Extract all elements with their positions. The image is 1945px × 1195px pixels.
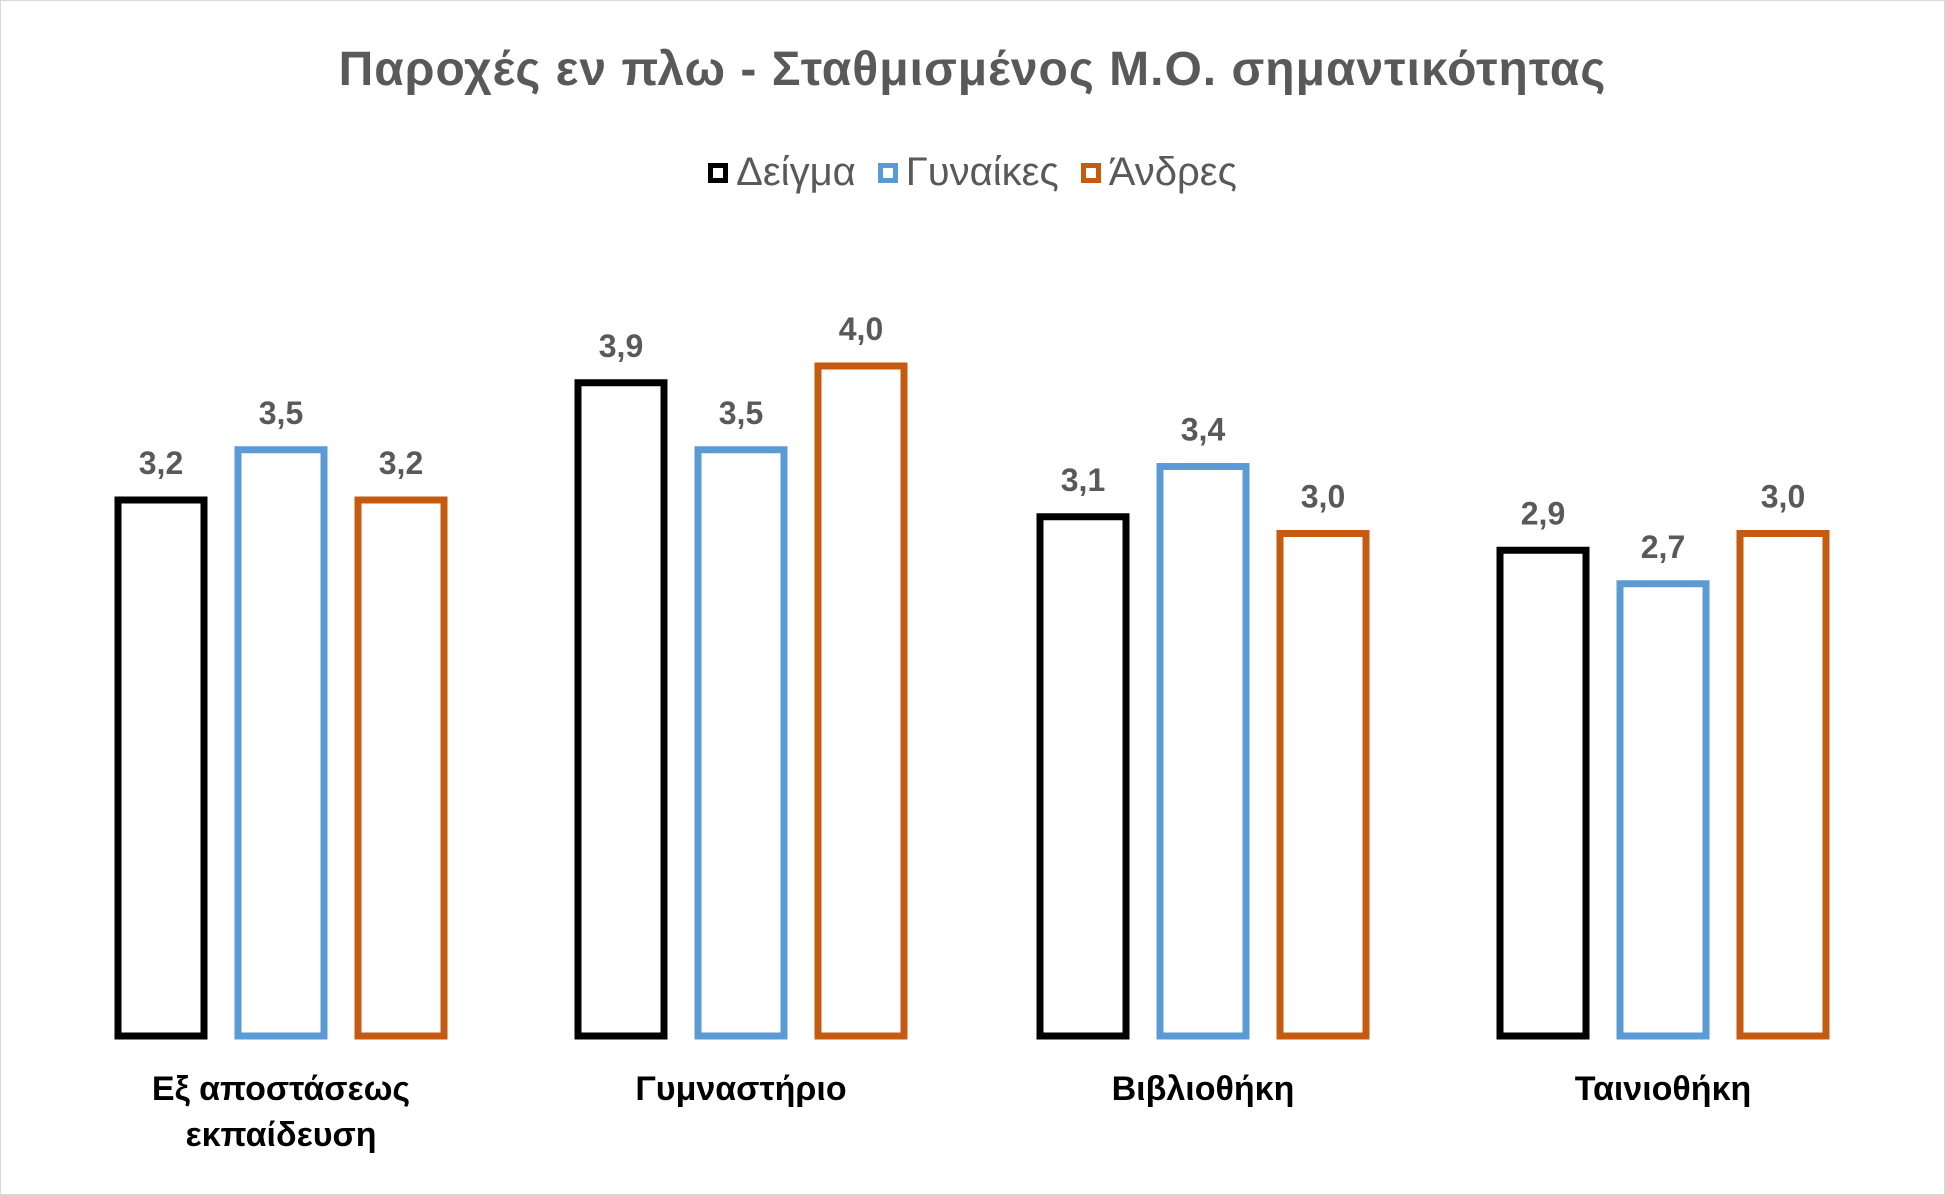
data-label-deigma-vivliothiki: 3,1: [1061, 462, 1105, 498]
data-label-andres-gymnastirio: 4,0: [839, 311, 883, 347]
chart-title: Παροχές εν πλω - Σταθμισμένος Μ.Ο. σημαν…: [338, 43, 1607, 96]
category-label-ex-apostaseos: Εξ αποστάσεως εκπαίδευση: [151, 1070, 411, 1154]
legend-label-andres: Άνδρες: [1108, 150, 1237, 194]
category-label-gymnastirio: Γυμναστήριο: [635, 1070, 847, 1108]
category-label-vivliothiki: Βιβλιοθήκη: [1111, 1070, 1295, 1108]
legend-item-andres: Άνδρες: [1080, 150, 1237, 195]
bar-andres-gymnastirio: [814, 362, 908, 1040]
data-label-deigma-tainiothiki: 2,9: [1521, 495, 1565, 531]
data-label-deigma-gymnastirio: 3,9: [599, 328, 643, 364]
legend-label-gynaikes: Γυναίκες: [905, 150, 1059, 194]
legend-swatch-andres: [1080, 162, 1101, 183]
data-label-gynaikes-vivliothiki: 3,4: [1181, 412, 1226, 448]
bar-gynaikes-ex-apostaseos: [234, 446, 328, 1040]
bar-deigma-vivliothiki: [1036, 513, 1130, 1040]
bar-deigma-gymnastirio: [574, 379, 668, 1040]
legend-label-deigma: Δείγμα: [736, 150, 856, 194]
bar-gynaikes-vivliothiki: [1156, 463, 1250, 1040]
bar-andres-tainiothiki: [1736, 530, 1830, 1040]
data-label-gynaikes-tainiothiki: 2,7: [1641, 529, 1685, 565]
legend-swatch-deigma: [708, 162, 729, 183]
bar-deigma-tainiothiki: [1496, 546, 1590, 1040]
data-label-andres-tainiothiki: 3,0: [1761, 479, 1805, 515]
legend-swatch-gynaikes: [877, 162, 898, 183]
bar-andres-vivliothiki: [1276, 530, 1370, 1040]
data-label-andres-vivliothiki: 3,0: [1301, 479, 1345, 515]
legend: Δείγμα Γυναίκες Άνδρες: [0, 150, 1945, 195]
bar-gynaikes-gymnastirio: [694, 446, 788, 1040]
legend-item-gynaikes: Γυναίκες: [877, 150, 1059, 195]
data-label-andres-ex-apostaseos: 3,2: [379, 445, 423, 481]
data-label-deigma-ex-apostaseos: 3,2: [139, 445, 183, 481]
category-label-tainiothiki: Ταινιοθήκη: [1574, 1070, 1752, 1108]
legend-item-deigma: Δείγμα: [708, 150, 856, 195]
data-label-gynaikes-gymnastirio: 3,5: [719, 395, 763, 431]
data-label-gynaikes-ex-apostaseos: 3,5: [259, 395, 303, 431]
bar-andres-ex-apostaseos: [354, 496, 448, 1040]
bar-gynaikes-tainiothiki: [1616, 580, 1710, 1040]
bar-deigma-ex-apostaseos: [114, 496, 208, 1040]
